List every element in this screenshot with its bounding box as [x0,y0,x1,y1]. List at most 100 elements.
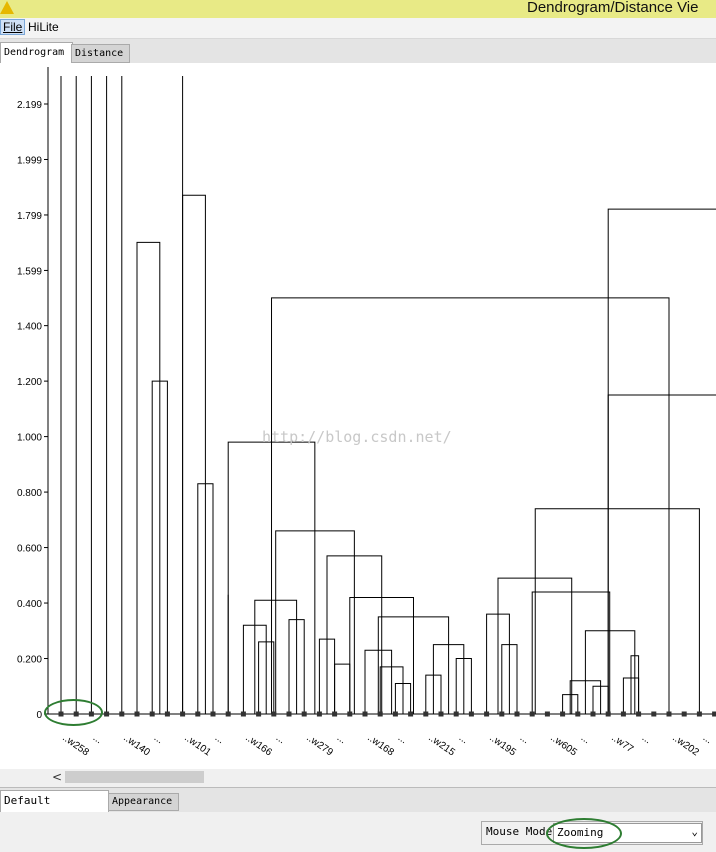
x-tick-label: ..w258 [60,732,91,758]
y-tick-label: 0.600 [17,544,42,555]
dendrogram-tree [60,75,716,714]
leaf-marker[interactable] [666,711,672,717]
tab-appearance[interactable]: Appearance [108,793,179,811]
y-tick-label: 1.200 [17,377,42,388]
leaf-marker[interactable] [225,711,231,717]
leaf-marker[interactable] [104,711,110,717]
branch-merge [182,194,206,714]
x-tick-label: ..w605 [548,732,579,758]
tab-distance[interactable]: Distance [71,44,130,63]
tab-dendrogram[interactable]: Dendrogram [0,42,73,64]
leaf-marker[interactable] [256,711,262,717]
leaf-marker[interactable] [423,711,429,717]
highlight-ellipse-zooming [546,818,622,849]
y-tick-label: 1.000 [17,433,42,444]
dendrogram-chart[interactable]: 2.199 1.999 1.799 1.599 1.400 1.200 1.000 0.800… [0,63,716,769]
leaf-marker[interactable] [347,711,353,717]
leaf-marker[interactable] [149,711,155,717]
leaf-marker[interactable] [119,711,125,717]
x-tick-label: ..w77 [609,732,635,755]
x-tick-label: ..w215 [426,732,457,758]
leaf-marker[interactable] [605,711,611,717]
leaf-marker[interactable] [681,711,687,717]
leaf-marker[interactable] [377,711,383,717]
leaf-marker[interactable] [636,711,642,717]
leaf-marker[interactable] [362,711,368,717]
warning-triangle-icon [0,1,14,14]
leaf-marker[interactable] [332,711,338,717]
leaf-marker[interactable] [240,711,246,717]
leaf-marker[interactable] [484,711,490,717]
leaf-marker[interactable] [590,711,596,717]
view-tab-bar: Dendrogram Distance [0,39,716,64]
leaf-marker[interactable] [529,711,535,717]
title-bar: Dendrogram/Distance Vie [0,0,716,18]
scroll-thumb[interactable] [65,771,204,783]
leaf-marker[interactable] [499,711,505,717]
leaf-marker[interactable] [286,711,292,717]
menu-file[interactable]: File [0,19,26,35]
leaf-marker[interactable] [575,711,581,717]
x-tick-label: ..w166 [243,732,274,758]
scroll-left-arrow-icon[interactable]: < [52,770,63,784]
x-tick-label: ... [396,732,409,746]
branch-merge [334,663,351,714]
x-tick-label: ... [213,732,226,746]
leaf-marker[interactable] [134,711,140,717]
x-tick-label: ..w202 [670,732,701,758]
leaf-marker[interactable] [560,711,566,717]
chevron-down-icon[interactable]: ⌄ [691,825,698,838]
x-tick-label: ... [91,732,104,746]
highlight-ellipse-leaves [44,699,103,726]
x-tick-label: ... [640,732,653,746]
y-tick-label: 0.200 [17,655,42,666]
y-tick-label: 0.400 [17,599,42,610]
y-tick-label: 1.599 [17,266,42,277]
y-tick-label: 1.400 [17,322,42,333]
leaf-marker[interactable] [468,711,474,717]
y-tick-label: 0 [36,710,42,721]
leaf-marker[interactable] [180,711,186,717]
leaf-marker[interactable] [301,711,307,717]
x-tick-label: ..w101 [182,732,213,758]
y-tick-label: 0.800 [17,488,42,499]
menu-bar: File HiLite [0,18,716,39]
leaf-marker[interactable] [438,711,444,717]
leaf-marker[interactable] [651,711,657,717]
x-axis-labels: ..w258... ..w140... ..w101... ..w166... ..w2… [60,732,714,758]
x-tick-label: ... [335,732,348,746]
leaf-marker[interactable] [316,711,322,717]
branch-merge [136,241,161,714]
leaf-marker[interactable] [271,711,277,717]
branch-merge [271,297,670,714]
menu-hilite[interactable]: HiLite [28,20,59,34]
y-tick-label: 2.199 [17,100,42,111]
tab-default-settings[interactable]: Default Settings [0,790,109,827]
leaf-marker[interactable] [195,711,201,717]
mouse-mode-label: Mouse Mode [486,825,553,838]
leaf-marker[interactable] [164,711,170,717]
leaf-marker[interactable] [210,711,216,717]
leaf-marker[interactable] [620,711,626,717]
x-tick-label: ..w140 [121,732,152,758]
leaf-marker[interactable] [696,711,702,717]
leaf-marker[interactable] [514,711,520,717]
watermark-text: http://blog.csdn.net/ [262,428,452,446]
leaf-markers[interactable] [58,711,716,717]
x-tick-label: ... [457,732,470,746]
leaf-marker[interactable] [453,711,459,717]
y-tick-label: 1.999 [17,155,42,166]
x-tick-label: ... [274,732,287,746]
leaf-marker[interactable] [712,711,716,717]
leaf-marker[interactable] [408,711,414,717]
dendrogram-plot[interactable]: 2.199 1.999 1.799 1.599 1.400 1.200 1.000 0.800… [0,63,716,769]
branch-merge [534,508,700,714]
window-title: Dendrogram/Distance Vie [527,0,699,16]
x-tick-label: ... [152,732,165,746]
horizontal-scrollbar[interactable]: < [48,769,716,785]
x-tick-label: ... [579,732,592,746]
x-tick-label: ... [518,732,531,746]
leaf-marker[interactable] [392,711,398,717]
y-tick-label: 1.799 [17,211,42,222]
leaf-marker[interactable] [544,711,550,717]
